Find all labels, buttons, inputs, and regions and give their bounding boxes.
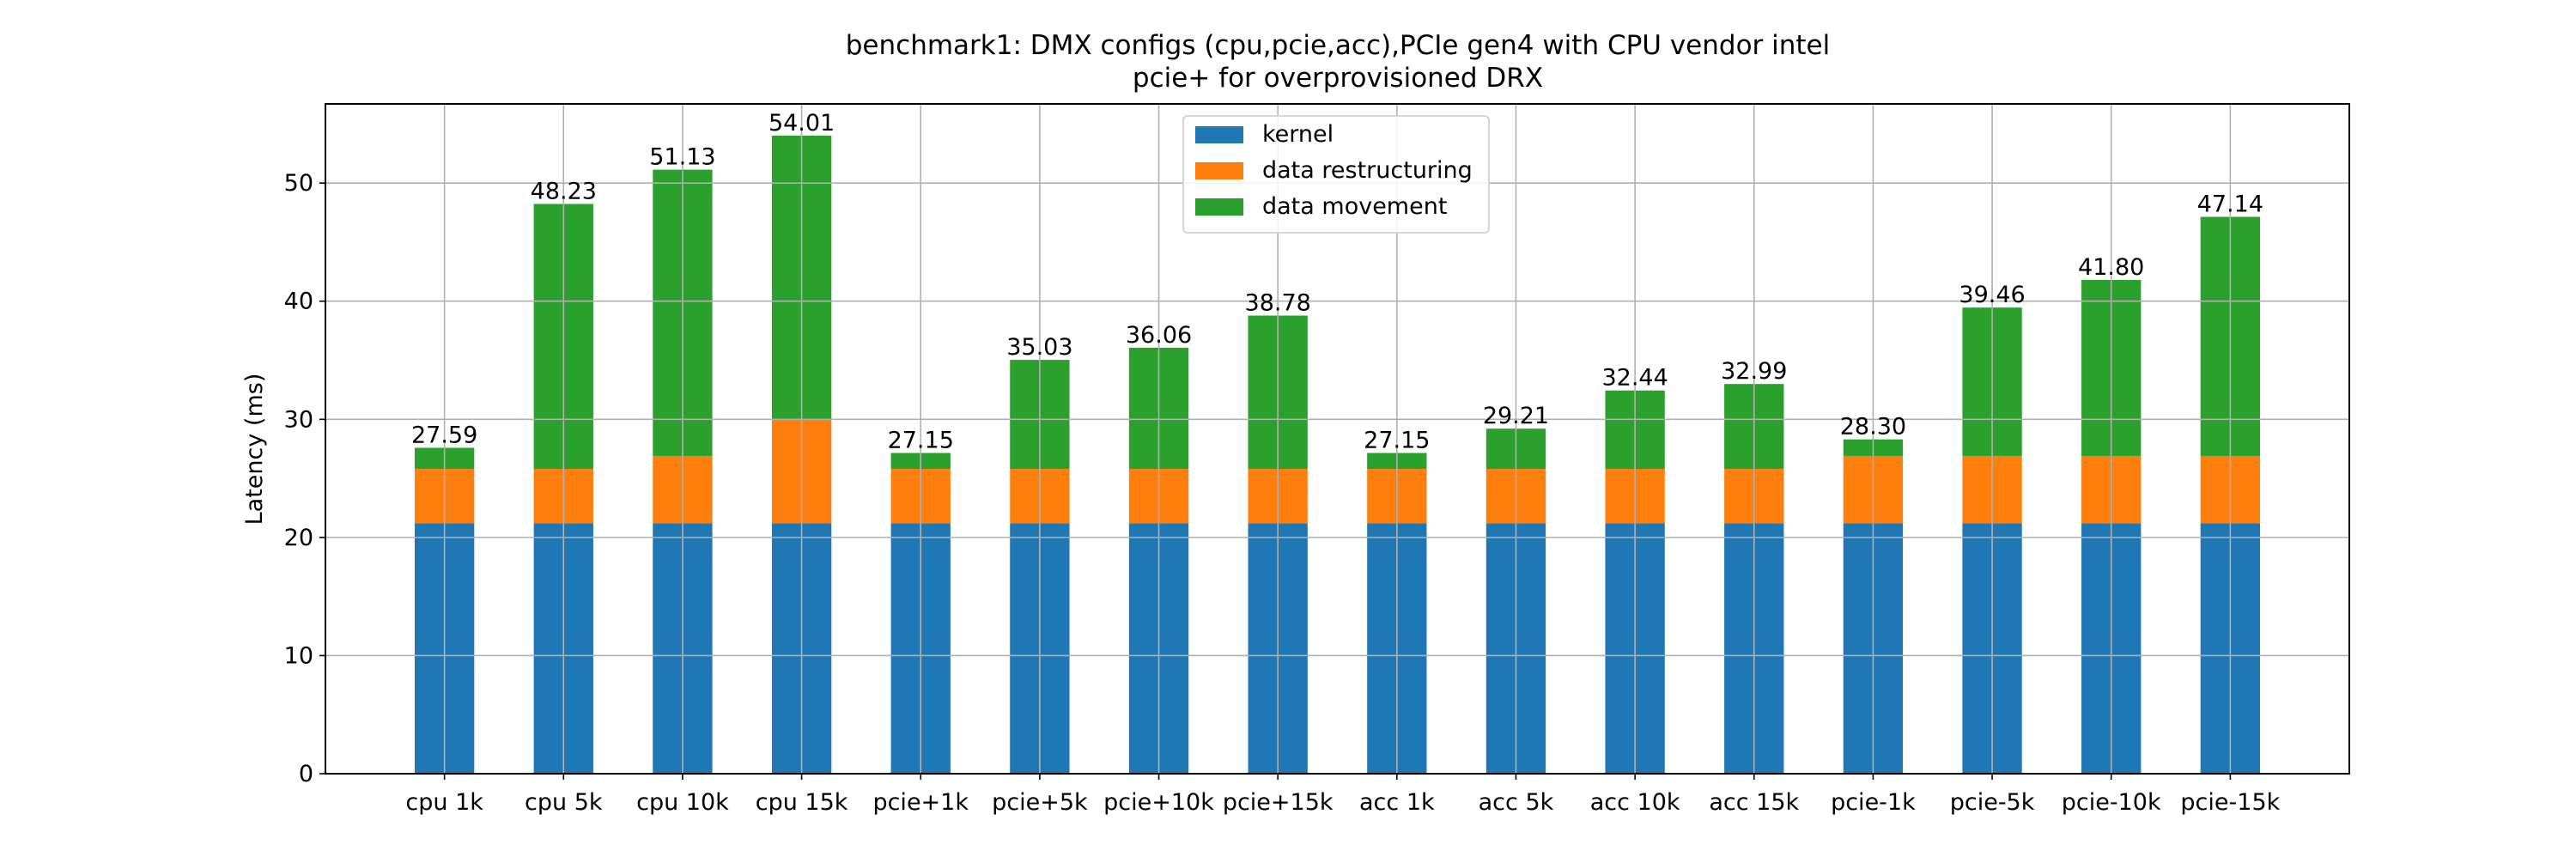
x-tick-label: pcie+1k bbox=[872, 789, 969, 816]
axes: 0 10 20 30 40 50 cpu 1k cpu 5k cpu 10k cpu 15k pci… bbox=[284, 170, 2281, 816]
x-tick-label: acc 10k bbox=[1590, 789, 1680, 816]
x-tick-label: pcie-10k bbox=[2062, 789, 2161, 816]
legend: kernel data restructuring data movement bbox=[1182, 115, 1490, 234]
total-label: 32.99 bbox=[1721, 358, 1787, 385]
legend-swatch-data-movement bbox=[1195, 198, 1243, 216]
y-axis-label: Latency (ms) bbox=[241, 374, 268, 526]
x-tick-label: cpu 10k bbox=[636, 789, 729, 816]
x-tick-label: cpu 5k bbox=[525, 789, 603, 816]
total-label: 32.44 bbox=[1601, 365, 1668, 392]
x-tick-label: pcie+10k bbox=[1103, 789, 1214, 816]
total-label: 38.78 bbox=[1245, 290, 1311, 317]
total-labels: 27.59 48.23 51.13 54.01 27.15 35.03 36.06 38.78… bbox=[411, 110, 2263, 454]
x-tick-label: pcie+15k bbox=[1223, 789, 1334, 816]
total-label: 41.80 bbox=[2078, 254, 2144, 281]
x-tick-label: acc 15k bbox=[1709, 789, 1799, 816]
total-label: 36.06 bbox=[1126, 322, 1192, 349]
x-tick-label: pcie-1k bbox=[1831, 789, 1916, 816]
y-tick-label: 20 bbox=[284, 525, 313, 551]
x-tick-label: acc 5k bbox=[1479, 789, 1554, 816]
y-tick-label: 10 bbox=[284, 642, 313, 669]
total-label: 27.15 bbox=[1364, 428, 1430, 454]
total-label: 39.46 bbox=[1959, 282, 2025, 308]
legend-label: data restructuring bbox=[1262, 157, 1473, 184]
x-tick-label: cpu 15k bbox=[756, 789, 848, 816]
total-label: 28.30 bbox=[1840, 414, 1906, 441]
total-label: 27.59 bbox=[411, 422, 477, 448]
x-tick-label: pcie-5k bbox=[1950, 789, 2035, 816]
y-tick-label: 30 bbox=[284, 406, 313, 433]
total-label: 27.15 bbox=[888, 428, 954, 454]
legend-label: data movement bbox=[1262, 193, 1447, 220]
legend-swatch-kernel bbox=[1195, 126, 1243, 143]
x-tick-label: pcie+5k bbox=[992, 789, 1088, 816]
total-label: 29.21 bbox=[1483, 403, 1549, 429]
y-tick-label: 0 bbox=[299, 761, 313, 787]
y-tick-label: 50 bbox=[284, 170, 313, 197]
total-label: 48.23 bbox=[531, 179, 597, 205]
legend-swatch-data-restructuring bbox=[1195, 162, 1243, 179]
plot-frame bbox=[325, 103, 2350, 775]
total-label: 35.03 bbox=[1006, 334, 1072, 361]
x-tick-label: pcie-15k bbox=[2180, 789, 2280, 816]
legend-box bbox=[1182, 115, 1490, 234]
total-label: 47.14 bbox=[2197, 191, 2263, 218]
legend-label: kernel bbox=[1262, 121, 1334, 148]
plot-border bbox=[325, 103, 2350, 775]
total-label: 54.01 bbox=[769, 110, 835, 137]
y-tick-label: 40 bbox=[284, 289, 313, 315]
chart-subtitle: pcie+ for overprovisioned DRX bbox=[1133, 63, 1543, 94]
x-tick-label: acc 1k bbox=[1359, 789, 1435, 816]
total-label: 51.13 bbox=[649, 144, 715, 171]
chart-title: benchmark1: DMX configs (cpu,pcie,acc),P… bbox=[846, 30, 1831, 61]
x-tick-label: cpu 1k bbox=[405, 789, 483, 816]
